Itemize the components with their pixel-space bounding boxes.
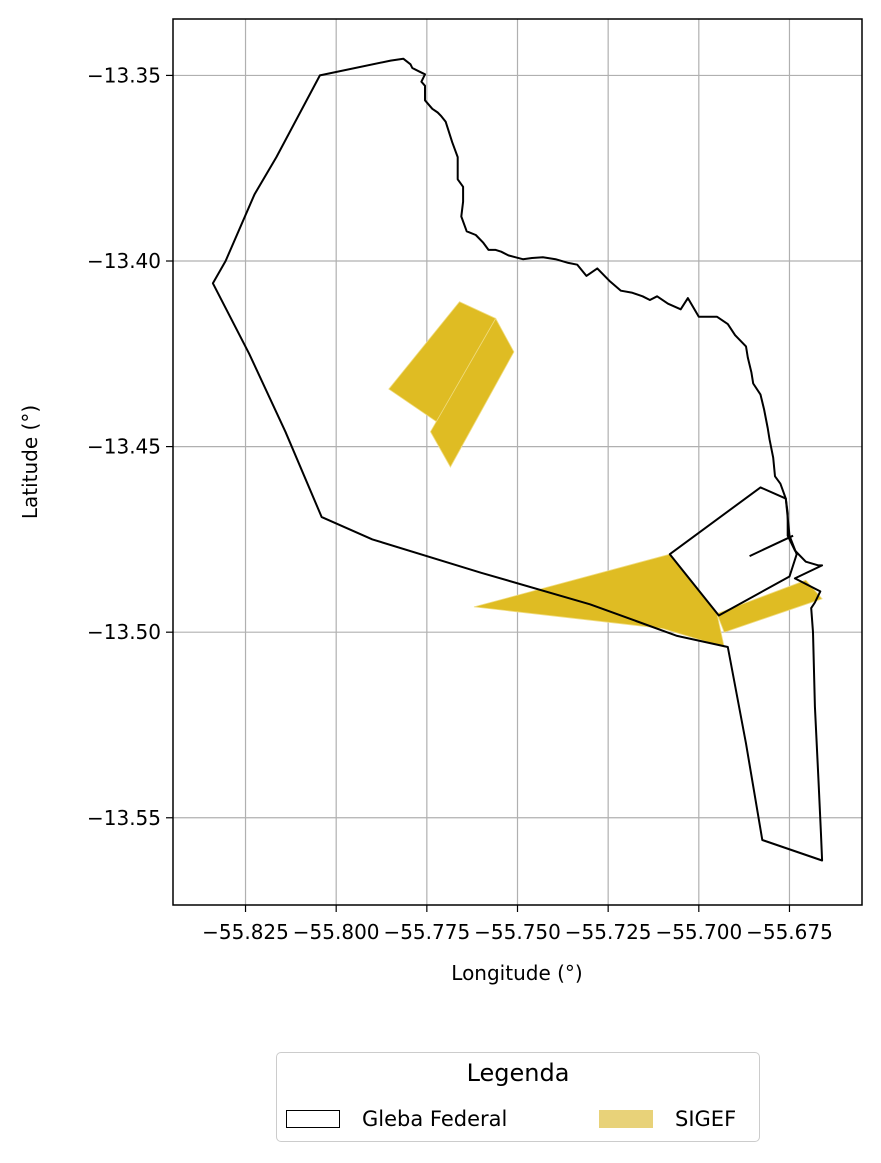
gleba-federal-layer — [211, 57, 824, 862]
legend: Legenda Gleba Federal SIGEF — [276, 1052, 760, 1142]
x-axis-ticks: −55.825 −55.800 −55.775 −55.750 −55.725 −55.7… — [202, 905, 833, 944]
y-tick-label: −13.45 — [87, 435, 161, 459]
gleba-federal-boundary — [668, 486, 798, 617]
x-tick-label: −55.800 — [293, 920, 380, 944]
y-tick-label: −13.50 — [87, 620, 161, 644]
x-tick-label: −55.675 — [746, 920, 833, 944]
y-axis-label: Latitude (°) — [18, 405, 42, 519]
x-axis-label: Longitude (°) — [451, 961, 582, 985]
legend-label: SIGEF — [675, 1107, 737, 1131]
x-tick-label: −55.725 — [565, 920, 652, 944]
x-tick-label: −55.825 — [202, 920, 289, 944]
y-axis-ticks: −13.35 −13.40 −13.45 −13.50 −13.55 — [87, 63, 173, 830]
x-tick-label: −55.775 — [383, 920, 470, 944]
x-tick-label: −55.750 — [474, 920, 561, 944]
y-tick-label: −13.40 — [87, 249, 161, 273]
sigef-parcel — [473, 553, 725, 648]
gleba-federal-boundary — [211, 57, 824, 862]
legend-item-gleba-federal: Gleba Federal — [286, 1105, 507, 1133]
y-tick-label: −13.55 — [87, 806, 161, 830]
legend-swatch-fill — [599, 1110, 653, 1128]
grid-lines — [173, 19, 862, 905]
x-tick-label: −55.700 — [655, 920, 742, 944]
sigef-layer — [388, 301, 823, 648]
gleba-federal-line — [749, 534, 794, 558]
legend-swatch-outline — [286, 1110, 340, 1128]
legend-item-sigef: SIGEF — [599, 1105, 736, 1133]
legend-label: Gleba Federal — [362, 1107, 508, 1131]
y-tick-label: −13.35 — [87, 63, 161, 87]
sigef-parcel — [716, 579, 823, 633]
legend-title: Legenda — [466, 1059, 570, 1087]
sigef-parcel — [430, 317, 515, 468]
